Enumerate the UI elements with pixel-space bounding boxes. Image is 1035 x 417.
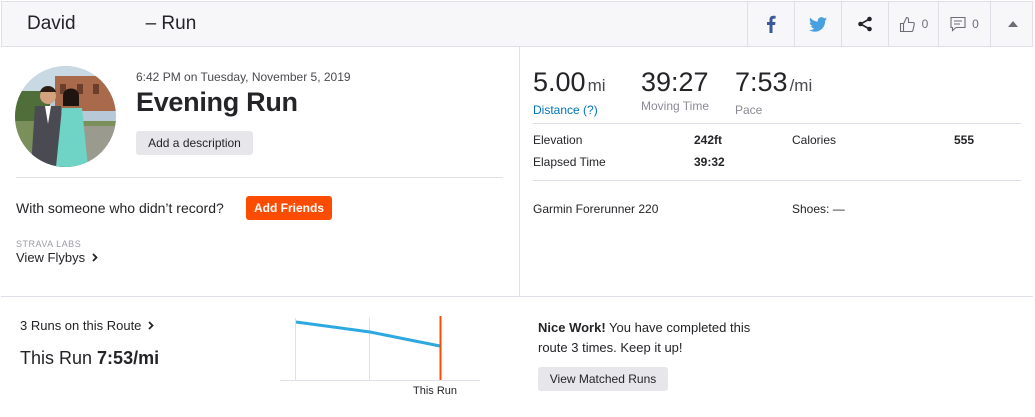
section-divider [1, 296, 1033, 297]
kudos-count: 0 [921, 17, 929, 31]
calories-label: Calories [792, 133, 837, 147]
athlete-avatar[interactable] [15, 66, 116, 167]
thumbs-up-icon [899, 16, 915, 32]
this-run-pace-value: 7:53/mi [97, 348, 160, 368]
twitter-share-button[interactable] [794, 2, 841, 46]
shoes-label: Shoes: [792, 202, 830, 216]
device-name: Garmin Forerunner 220 [533, 202, 659, 216]
shoes-info: Shoes: — [792, 202, 845, 216]
activity-type: – Run [145, 13, 197, 34]
nice-work-heading: Nice Work! [538, 320, 606, 335]
elevation-label: Elevation [533, 133, 583, 147]
moving-time-label: Moving Time [641, 99, 710, 113]
elapsed-time-value: 39:32 [694, 155, 725, 169]
pace-value: 7:53 [735, 67, 788, 97]
column-divider [519, 47, 520, 296]
distance-value: 5.00 [533, 67, 586, 97]
details-divider [533, 180, 1021, 181]
share-button[interactable] [841, 2, 888, 46]
comment-icon [950, 16, 966, 32]
this-run-pace: This Run 7:53/mi [20, 348, 159, 369]
runs-on-route-link[interactable]: 3 Runs on this Route [20, 318, 155, 333]
view-flybys-label: View Flybys [16, 250, 86, 265]
nice-work-text: You have completed this route 3 times. K… [538, 320, 751, 355]
moving-time-value: 39:27 [641, 67, 709, 97]
athlete-photo [15, 66, 116, 167]
kudos-button[interactable]: 0 [888, 2, 938, 46]
athlete-name[interactable]: David [27, 13, 76, 34]
moving-time-stat: 39:27 Moving Time [641, 68, 709, 113]
elevation-value: 242ft [694, 133, 723, 147]
collapse-button[interactable] [990, 2, 1034, 46]
elapsed-time-label: Elapsed Time [533, 155, 606, 169]
distance-stat: 5.00 mi Distance (?) [533, 68, 606, 117]
activity-timestamp: 6:42 PM on Tuesday, November 5, 2019 [136, 70, 351, 84]
add-description-button[interactable]: Add a description [136, 131, 253, 155]
view-flybys-link[interactable]: View Flybys [16, 250, 98, 265]
nice-work-message: Nice Work! You have completed this route… [538, 318, 778, 358]
distance-unit: mi [587, 76, 606, 95]
calories-value: 555 [954, 133, 975, 147]
shoes-value: — [832, 202, 845, 216]
facebook-icon [767, 15, 776, 33]
facebook-share-button[interactable] [747, 2, 794, 46]
pace-label: Pace [735, 103, 763, 117]
this-run-prefix: This Run [20, 348, 93, 368]
distance-label[interactable]: Distance (?) [533, 103, 598, 117]
chevron-right-icon [148, 321, 155, 330]
this-run-marker-label: This Run [413, 385, 457, 397]
route-pace-chart: This Run [280, 316, 480, 397]
caret-up-icon [1007, 21, 1018, 27]
with-someone-prompt: With someone who didn’t record? [16, 200, 224, 216]
view-matched-runs-button[interactable]: View Matched Runs [538, 367, 668, 391]
pace-stat: 7:53/mi Pace [735, 68, 812, 117]
runs-on-route-label: 3 Runs on this Route [20, 318, 142, 333]
activity-header: David – Run 0 0 [1, 1, 1033, 47]
pace-trend-line [295, 320, 441, 348]
activity-title: Evening Run [136, 87, 298, 117]
twitter-icon [809, 16, 827, 32]
comments-button[interactable]: 0 [938, 2, 990, 46]
comments-count: 0 [972, 17, 979, 31]
pace-unit: /mi [789, 76, 813, 95]
header-title: David – Run [27, 13, 196, 35]
strava-labs-title: STRAVA LABS [16, 239, 82, 249]
chevron-right-icon [92, 253, 98, 262]
stats-divider [533, 123, 1021, 124]
share-icon [858, 16, 872, 32]
divider [16, 177, 503, 178]
add-friends-button[interactable]: Add Friends [246, 196, 332, 220]
